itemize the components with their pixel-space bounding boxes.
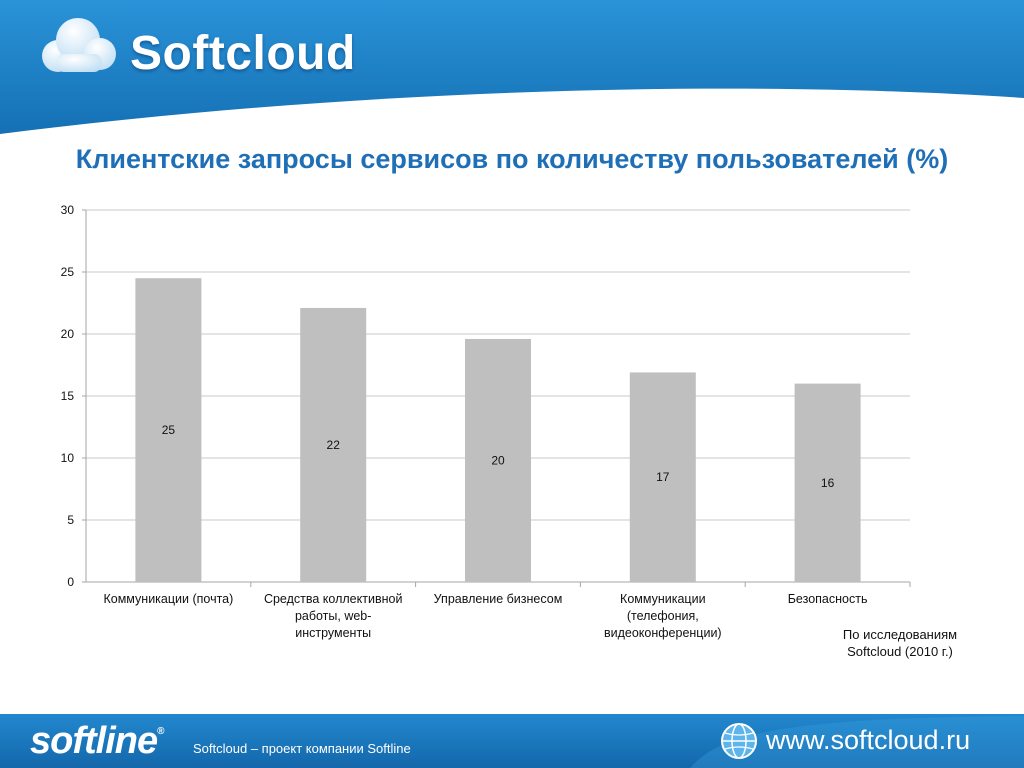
data-label: 22 [327,438,341,452]
footer-tagline: Softcloud – проект компании Softline [193,741,411,756]
y-tick-label: 0 [67,575,74,589]
bar [629,372,696,582]
chart-y-axis: 0 5 10 15 20 25 30 [61,203,87,589]
data-label: 17 [656,470,670,484]
bar [794,383,861,582]
y-tick-label: 10 [61,451,75,465]
x-tick-label-line: Коммуникации [620,592,706,606]
y-tick-label: 5 [67,513,74,527]
x-tick-label: Управление бизнесом [434,592,563,606]
x-tick-label-line: Коммуникации (почта) [103,592,233,606]
brand-name: Softcloud [130,27,356,80]
x-tick-label: Коммуникации (почта) [103,592,233,606]
x-tick-label-line: Управление бизнесом [434,592,563,606]
bar [300,307,367,582]
globe-icon [721,723,757,759]
header-banner: Softcloud [0,0,1024,140]
bar-chart: 25 22 20 17 16 0 5 10 15 20 25 30 Коммуникации (по… [61,203,911,640]
cloud-icon [42,18,116,72]
y-tick-label: 30 [61,203,75,217]
softline-logo: softline® [30,720,165,763]
page-title: Клиентские запросы сервисов по количеств… [75,144,949,174]
bar [135,278,202,582]
footer-bar: softline® Softcloud – проект компании So… [0,714,1024,768]
bar [465,338,531,582]
data-label: 20 [491,453,505,467]
data-label: 16 [821,476,835,490]
x-tick-label-line: видеоконференции) [604,626,722,640]
x-tick-label: Коммуникации (телефония, видеоконференции) [604,592,722,640]
header-background [0,0,1024,134]
chart-bars [135,278,861,582]
x-tick-label-line: работы, web- [295,609,372,623]
x-tick-label: Безопасность [788,592,868,606]
x-tick-label-line: Безопасность [788,592,868,606]
data-label: 25 [162,423,176,437]
chart-x-axis: Коммуникации (почта) Средства коллективно… [103,582,911,640]
registered-mark: ® [157,726,164,737]
x-tick-label-line: инструменты [295,626,371,640]
chart-data-labels: 25 22 20 17 16 [162,423,835,490]
footer-background [0,714,1024,768]
x-tick-label-line: Средства коллективной [264,592,402,606]
x-tick-label: Средства коллективной работы, web-инструм… [264,592,402,640]
y-tick-label: 25 [61,265,75,279]
softline-logo-text: softline [30,720,158,762]
y-tick-label: 15 [61,389,75,403]
source-note: По исследованиям Softcloud (2010 г.) [842,627,958,659]
x-tick-label-line: (телефония, [627,609,699,623]
y-tick-label: 20 [61,327,75,341]
website-link[interactable]: www.softcloud.ru [766,725,971,755]
